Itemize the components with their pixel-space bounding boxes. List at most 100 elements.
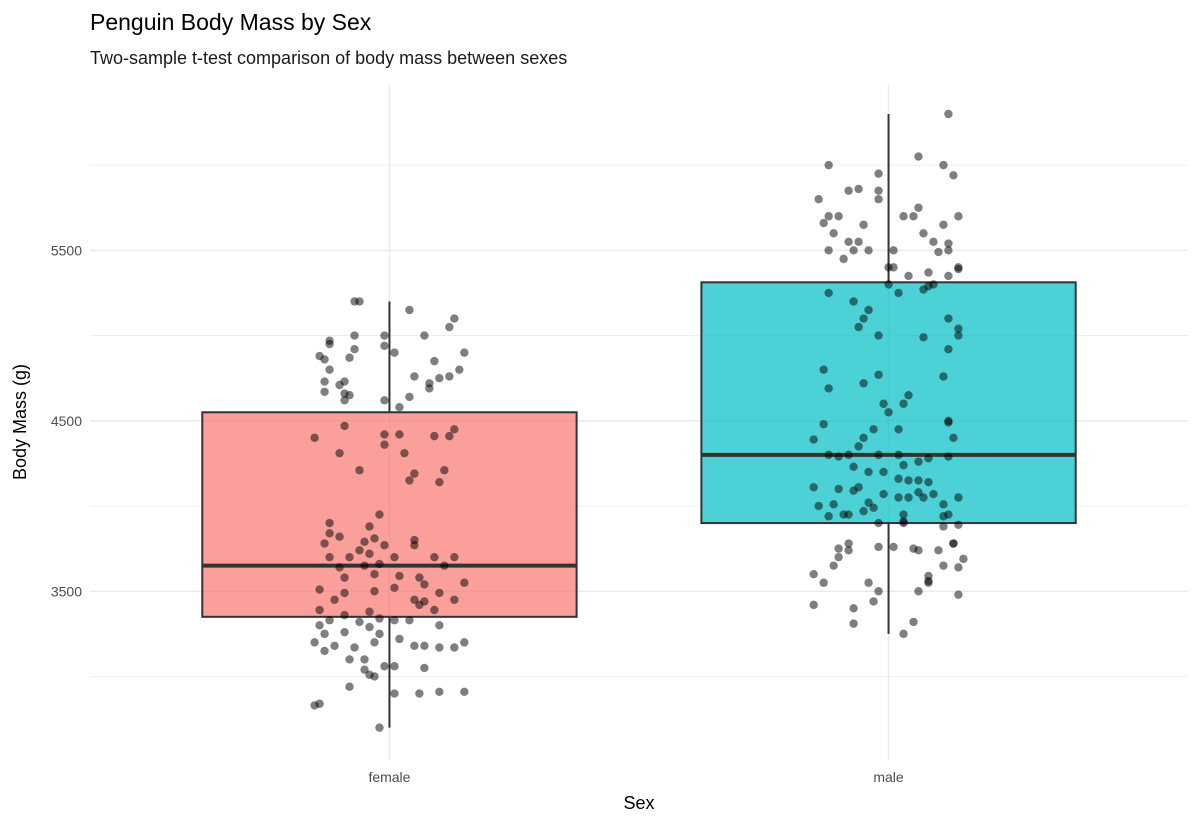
data-point bbox=[395, 430, 404, 439]
data-point bbox=[325, 616, 334, 625]
data-point bbox=[340, 610, 349, 620]
data-point bbox=[410, 641, 419, 650]
data-point bbox=[914, 587, 923, 596]
data-point bbox=[894, 493, 903, 502]
data-point bbox=[420, 641, 429, 650]
data-point bbox=[450, 314, 459, 323]
data-point bbox=[315, 605, 324, 615]
data-point bbox=[330, 641, 339, 650]
data-point bbox=[320, 387, 329, 397]
data-point bbox=[405, 476, 414, 485]
data-point bbox=[869, 597, 878, 606]
data-point bbox=[380, 440, 389, 449]
data-point bbox=[340, 421, 349, 431]
data-point bbox=[824, 288, 833, 298]
data-point bbox=[834, 544, 843, 553]
data-point bbox=[360, 655, 369, 664]
data-point bbox=[814, 501, 823, 511]
data-point bbox=[340, 573, 349, 582]
data-point bbox=[814, 195, 823, 204]
data-point bbox=[320, 646, 329, 656]
y-axis-title: Body Mass (g) bbox=[10, 364, 30, 480]
data-point bbox=[320, 377, 329, 386]
data-point bbox=[874, 331, 883, 340]
data-points bbox=[310, 109, 968, 732]
data-point bbox=[849, 246, 858, 255]
x-tick-label: male bbox=[873, 769, 904, 785]
data-point bbox=[310, 638, 319, 647]
data-point bbox=[849, 297, 858, 306]
data-point bbox=[924, 578, 933, 587]
data-point bbox=[350, 331, 359, 340]
data-point bbox=[919, 493, 928, 502]
data-point bbox=[879, 467, 888, 477]
data-point bbox=[315, 585, 324, 594]
data-point bbox=[944, 510, 953, 519]
data-point bbox=[849, 604, 858, 613]
data-point bbox=[375, 723, 384, 732]
data-point bbox=[450, 425, 459, 434]
data-point bbox=[380, 541, 389, 550]
data-point bbox=[864, 305, 873, 315]
data-point bbox=[400, 448, 409, 458]
data-point bbox=[829, 229, 838, 238]
data-point bbox=[360, 561, 369, 570]
data-point bbox=[859, 220, 868, 229]
data-point bbox=[944, 345, 953, 354]
data-point bbox=[390, 348, 399, 357]
x-axis-ticks: female male bbox=[368, 769, 903, 785]
data-point bbox=[844, 237, 853, 247]
data-point bbox=[365, 607, 374, 616]
data-point bbox=[460, 578, 469, 587]
data-point bbox=[849, 486, 858, 495]
data-point bbox=[944, 418, 953, 427]
y-tick-label: 5500 bbox=[51, 242, 82, 258]
data-point bbox=[879, 399, 888, 408]
data-point bbox=[310, 433, 319, 443]
data-point bbox=[914, 457, 923, 466]
data-point bbox=[899, 629, 908, 639]
data-point bbox=[405, 616, 414, 625]
data-point bbox=[864, 578, 873, 587]
data-point bbox=[939, 500, 948, 509]
data-point bbox=[370, 638, 379, 647]
data-point bbox=[340, 627, 349, 637]
data-point bbox=[809, 435, 818, 444]
data-point bbox=[420, 331, 429, 340]
data-point bbox=[944, 246, 953, 255]
x-axis-title: Sex bbox=[623, 793, 654, 813]
data-point bbox=[899, 510, 908, 519]
data-point bbox=[390, 662, 399, 671]
data-point bbox=[390, 616, 399, 625]
data-point bbox=[440, 466, 449, 475]
data-point bbox=[939, 160, 948, 170]
y-tick-label: 3500 bbox=[51, 583, 82, 599]
data-point bbox=[929, 237, 938, 247]
data-point bbox=[390, 552, 399, 562]
data-point bbox=[410, 469, 419, 478]
data-point bbox=[839, 254, 848, 264]
boxes bbox=[201, 113, 1077, 728]
data-point bbox=[859, 433, 868, 443]
data-point bbox=[335, 563, 344, 572]
data-point bbox=[849, 619, 858, 628]
data-point bbox=[325, 339, 334, 349]
data-point bbox=[829, 500, 838, 509]
data-point bbox=[345, 552, 354, 562]
data-point bbox=[939, 561, 948, 570]
data-point bbox=[360, 537, 369, 547]
data-point bbox=[899, 517, 908, 526]
data-point bbox=[954, 324, 963, 333]
data-point bbox=[325, 529, 334, 538]
data-point bbox=[395, 402, 404, 412]
data-point bbox=[944, 314, 953, 323]
data-point bbox=[959, 554, 968, 564]
data-point bbox=[919, 229, 928, 238]
box-male bbox=[700, 281, 1077, 525]
data-point bbox=[844, 546, 853, 555]
data-point bbox=[954, 264, 963, 274]
box-female bbox=[201, 411, 578, 618]
y-tick-label: 4500 bbox=[51, 413, 82, 429]
data-point bbox=[405, 392, 414, 402]
